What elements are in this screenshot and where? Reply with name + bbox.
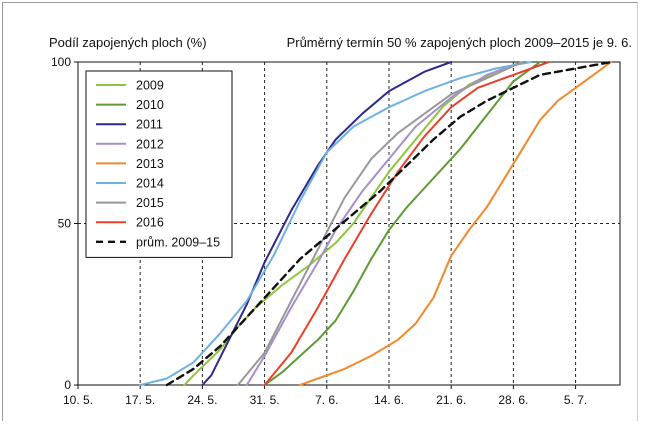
series-line-2010 xyxy=(263,61,541,386)
series-group xyxy=(139,60,613,387)
chart-frame xyxy=(2,2,638,421)
series-line-2013 xyxy=(299,61,613,386)
x-tick-label: 14. 6. xyxy=(374,393,404,407)
legend-label: 2014 xyxy=(136,177,164,191)
legend-label: 2009 xyxy=(136,79,164,93)
x-tick-label: 5. 7. xyxy=(564,393,587,407)
series-line-2014 xyxy=(139,61,533,386)
legend-label: prům. 2009–15 xyxy=(136,235,220,249)
x-tick-label: 10. 5. xyxy=(63,393,93,407)
legend-label: 2011 xyxy=(136,118,163,132)
x-tick-label: 17. 5. xyxy=(125,393,155,407)
series-line-2015 xyxy=(236,61,524,386)
y-axis-label: Podíl zapojených ploch (%) xyxy=(49,35,207,50)
series-line-2011 xyxy=(201,61,453,386)
x-tick-label: 28. 6. xyxy=(498,393,528,407)
x-tick-label: 7. 6. xyxy=(315,393,338,407)
series-line-2016 xyxy=(263,61,550,386)
y-tick-label: 0 xyxy=(64,378,71,392)
x-tick-label: 31. 5. xyxy=(250,393,280,407)
x-tick-label: 21. 6. xyxy=(436,393,466,407)
x-tick-label: 24. 5. xyxy=(187,393,217,407)
series-line-pr-m-2009-15 xyxy=(165,60,613,387)
y-tick-label: 100 xyxy=(51,55,71,69)
legend-box xyxy=(85,70,233,258)
legend: 2009 2010 2011 2012 2013 2014 2015 2016 prům. 20… xyxy=(85,70,233,258)
legend-label: 2012 xyxy=(136,137,164,151)
legend-label: 2010 xyxy=(136,98,164,112)
legend-label: 2013 xyxy=(136,157,164,171)
legend-label: 2015 xyxy=(136,196,164,210)
chart-subtitle: Průměrný termín 50 % zapojených ploch 20… xyxy=(286,35,632,50)
legend-label: 2016 xyxy=(136,216,164,230)
y-tick-label: 50 xyxy=(58,217,72,231)
